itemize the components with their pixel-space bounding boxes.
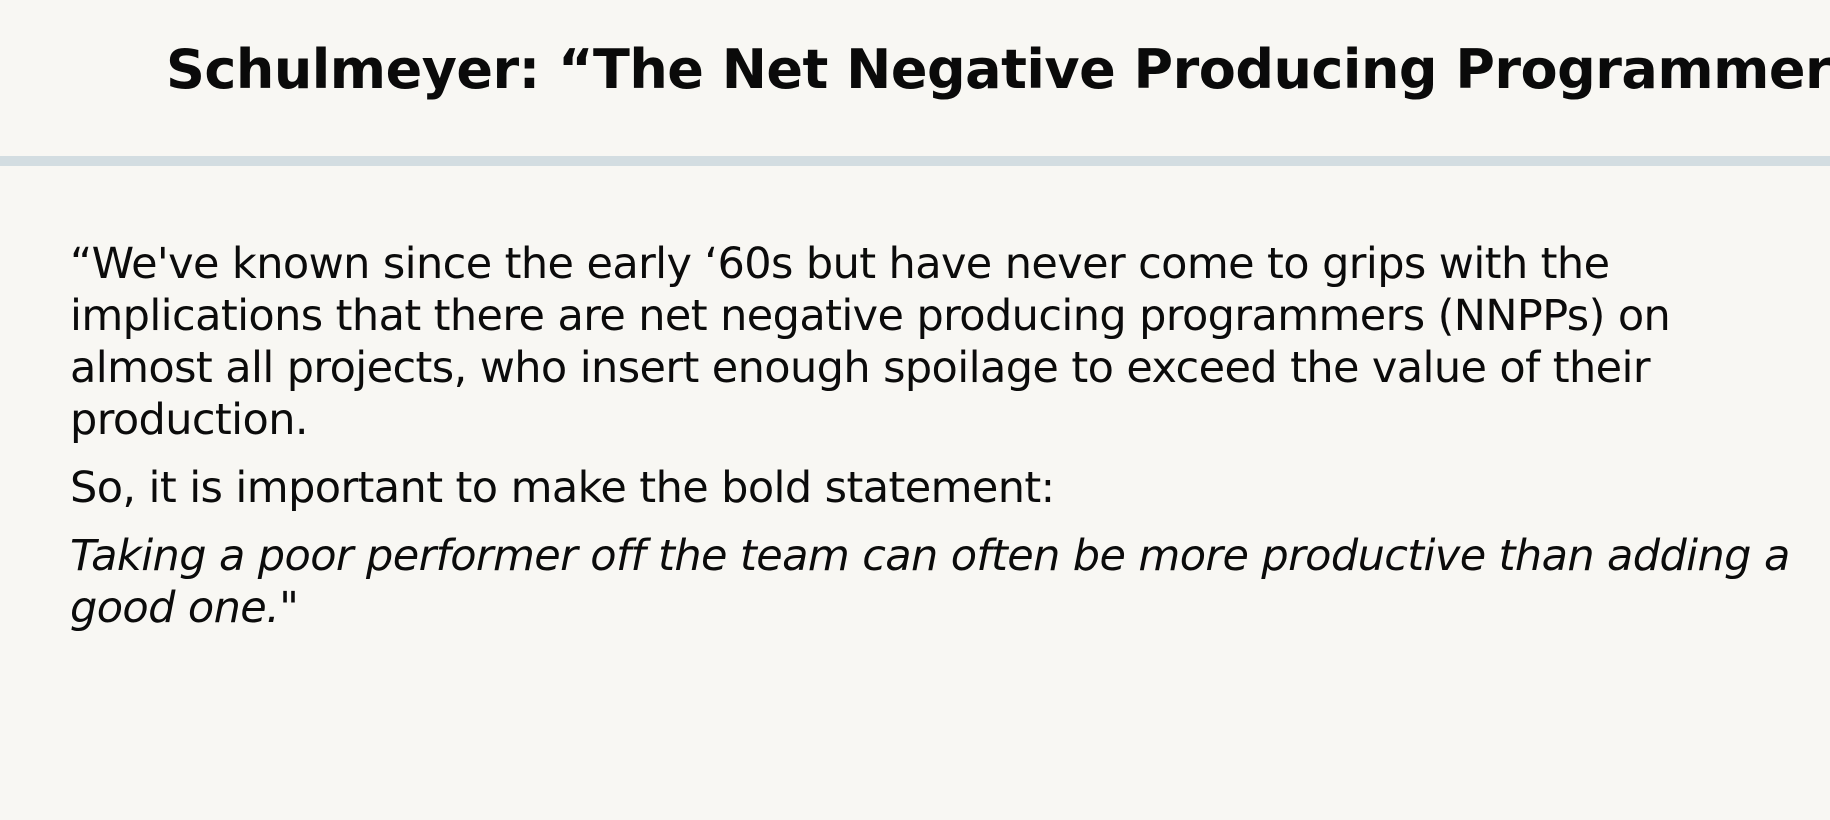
- slide-header: Schulmeyer: “The Net Negative Producing …: [0, 0, 1830, 158]
- slide-body: “We've known since the early ‘60s but ha…: [70, 238, 1790, 634]
- slide-title: Schulmeyer: “The Net Negative Producing …: [166, 38, 1830, 101]
- quote-paragraph: “We've known since the early ‘60s but ha…: [70, 239, 1671, 445]
- statement-intro: So, it is important to make the bold sta…: [70, 463, 1055, 513]
- title-divider: [0, 156, 1830, 166]
- bold-statement: Taking a poor performer off the team can…: [70, 531, 1790, 633]
